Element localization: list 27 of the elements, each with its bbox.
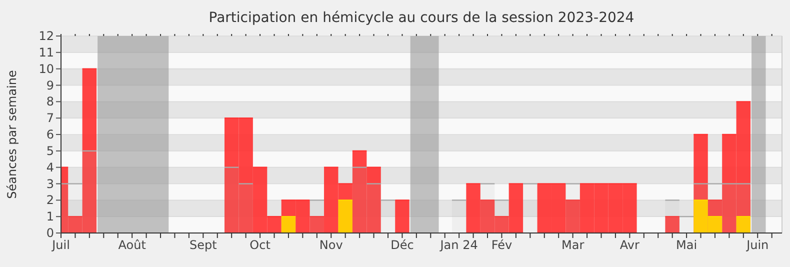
y-tick-label: 3 [46,176,54,191]
y-axis-title: Séances par semaine [5,70,19,199]
y-tick-label: 11 [38,45,54,60]
x-tick-label: Juin [746,238,769,252]
x-tick-label: Août [118,238,146,252]
y-tick-label: 9 [46,78,54,92]
x-tick-label: Mar [561,238,584,252]
x-tick-label: Sept [190,238,218,252]
y-tick-label: 7 [46,111,54,126]
x-tick-label: Fév [491,238,512,252]
y-tick-label: 0 [46,226,54,240]
y-tick-label: 2 [46,193,54,208]
x-tick-label: Juil [51,238,70,252]
y-tick-label: 8 [46,94,54,109]
x-tick-label: Nov [319,238,343,252]
x-tick-label: Jan 24 [439,238,478,252]
chart-title: Participation en hémicycle au cours de la session 2023-2024 [208,10,634,26]
y-tick-label: 6 [46,128,54,142]
y-tick-label: 1 [46,210,54,224]
x-tick-label: Mai [676,238,698,252]
y-tick-label: 4 [46,160,54,174]
x-tick-label: Avr [620,238,640,252]
x-tick-label: Déc [390,238,414,252]
x-tick-label: Oct [250,238,271,252]
y-tick-label: 12 [38,29,54,43]
y-tick-label: 5 [46,144,54,158]
y-tick-label: 10 [38,62,54,76]
